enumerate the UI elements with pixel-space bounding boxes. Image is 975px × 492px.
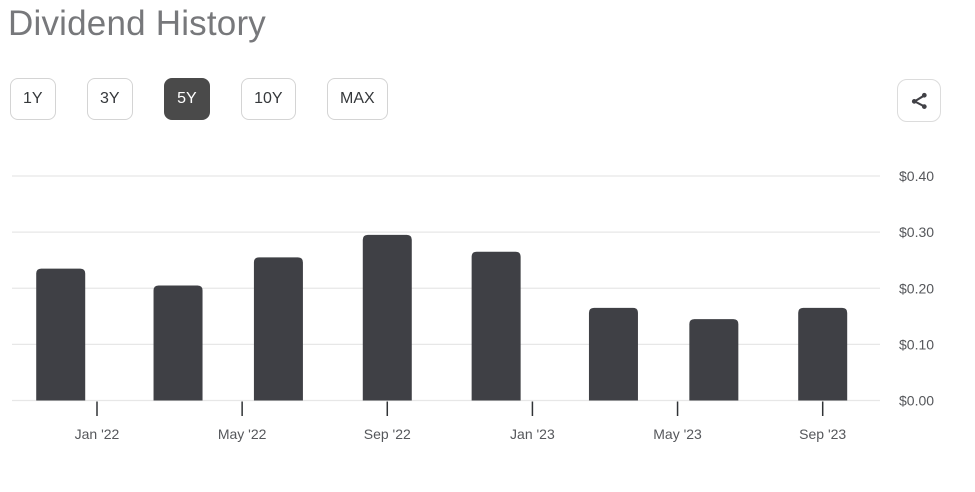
dividend-bar[interactable] <box>798 307 848 401</box>
range-button-10y[interactable]: 10Y <box>241 78 296 120</box>
x-axis-label: Sep '23 <box>799 426 846 442</box>
dividend-bar[interactable] <box>689 319 739 401</box>
range-button-max[interactable]: MAX <box>327 78 388 120</box>
x-axis-label: Jan '22 <box>75 426 120 442</box>
range-button-1y[interactable]: 1Y <box>10 78 56 120</box>
x-axis-label: May '22 <box>218 426 267 442</box>
y-axis-label: $0.20 <box>899 280 934 296</box>
y-axis-label: $0.10 <box>899 336 934 352</box>
dividend-bar[interactable] <box>362 234 412 401</box>
y-axis-label: $0.00 <box>899 393 934 409</box>
dividend-bar[interactable] <box>471 251 521 401</box>
page-title: Dividend History <box>8 4 267 43</box>
share-icon <box>909 90 930 111</box>
range-button-3y[interactable]: 3Y <box>87 78 133 120</box>
dividend-bar[interactable] <box>253 257 303 401</box>
y-axis-label: $0.40 <box>899 168 934 184</box>
dividend-bar[interactable] <box>36 268 86 401</box>
dividend-bar[interactable] <box>153 285 203 401</box>
y-axis-label: $0.30 <box>899 224 934 240</box>
x-axis-label: Jan '23 <box>510 426 555 442</box>
x-axis-label: May '23 <box>653 426 702 442</box>
x-axis-label: Sep '22 <box>364 426 411 442</box>
range-toolbar: 1Y 3Y 5Y 10Y MAX <box>10 78 965 122</box>
range-button-5y[interactable]: 5Y <box>164 78 210 120</box>
dividend-chart: $0.00 $0.10 $0.20 $0.30 $0.40 Jan '22 May '22 S… <box>0 140 975 492</box>
dividend-bar[interactable] <box>588 307 638 401</box>
share-button[interactable] <box>897 79 941 122</box>
dividend-chart-svg: $0.00 $0.10 $0.20 $0.30 $0.40 Jan '22 May '22 S… <box>12 168 934 442</box>
